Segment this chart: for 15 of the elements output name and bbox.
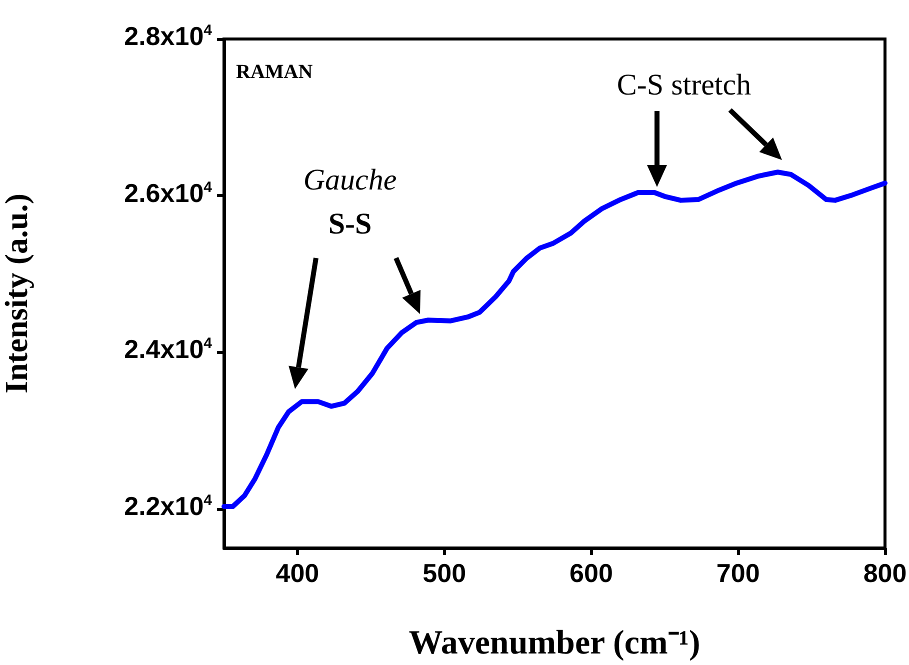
x-axis-title: Wavenumber (cm⁻¹) — [408, 624, 700, 662]
annotation: Gauche — [303, 164, 397, 196]
x-tick-label: 400 — [276, 558, 320, 588]
annotation: RAMAN — [236, 61, 314, 83]
y-tick-label: 2.4x10$^{4}$ — [124, 334, 212, 366]
x-tick-label: 800 — [863, 558, 907, 588]
y-tick-label: 2.6x10$^{4}$ — [124, 178, 212, 210]
annotation: S-S — [328, 208, 372, 240]
y-tick-label: 2.8x10$^{4}$ — [124, 21, 212, 53]
annotation: C-S stretch — [616, 68, 752, 102]
y-tick-label: 2.2x10$^{4}$ — [124, 490, 212, 523]
y-axis-title: Intensity (a.u.) — [0, 193, 34, 394]
x-tick-label: 700 — [716, 558, 760, 588]
x-tick-label: 500 — [422, 558, 466, 588]
x-tick-label: 600 — [570, 558, 613, 588]
